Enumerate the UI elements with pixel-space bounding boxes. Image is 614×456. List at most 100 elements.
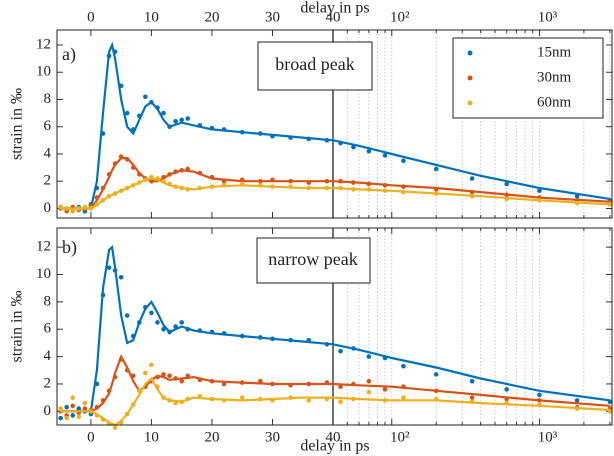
data-point <box>155 105 160 110</box>
plot-frame <box>56 29 613 219</box>
data-point <box>112 268 118 273</box>
data-point <box>82 400 88 406</box>
data-point <box>270 336 275 342</box>
x-tick-label: 10³ <box>538 9 558 25</box>
data-point <box>504 396 509 402</box>
data-point <box>239 395 245 400</box>
data-point <box>112 425 118 431</box>
y-tick-label: 4 <box>44 145 52 161</box>
data-point <box>173 169 178 174</box>
data-point <box>258 178 263 184</box>
data-point <box>537 398 542 403</box>
x-tick-label: 40 <box>326 9 341 25</box>
data-point <box>288 184 293 189</box>
data-point <box>239 333 245 339</box>
data-point <box>197 185 203 191</box>
data-point <box>288 178 293 184</box>
data-point <box>239 380 245 385</box>
data-point <box>288 337 293 343</box>
data-point <box>167 181 172 187</box>
data-point <box>179 117 184 123</box>
data-point <box>239 181 245 187</box>
data-point <box>351 396 356 402</box>
data-point <box>88 409 94 414</box>
data-point <box>537 197 542 203</box>
data-point <box>118 419 124 425</box>
data-point <box>137 388 142 394</box>
data-point <box>94 202 100 207</box>
data-point <box>270 381 275 387</box>
x-axis-label: delay in ps <box>300 0 369 17</box>
data-point <box>382 398 388 403</box>
fit-line <box>60 41 611 210</box>
data-point <box>167 329 172 335</box>
data-point <box>504 192 509 198</box>
data-point <box>239 177 245 183</box>
data-point <box>221 178 227 184</box>
data-point <box>288 395 293 400</box>
data-point <box>64 404 69 410</box>
legend-label: 15nm <box>537 44 572 60</box>
data-point <box>504 400 509 406</box>
data-point <box>351 346 356 351</box>
data-point <box>537 188 542 194</box>
data-point <box>537 402 542 407</box>
data-point <box>209 184 215 189</box>
x-tick-label: 30 <box>265 9 280 25</box>
data-point <box>130 127 136 132</box>
data-point <box>106 193 112 199</box>
y-tick-label: 0 <box>44 403 52 419</box>
y-axis-label: strain in ‰ <box>9 291 26 363</box>
data-point <box>306 337 312 343</box>
data-point <box>118 357 124 362</box>
x-tick-label: 10³ <box>538 429 558 445</box>
data-point <box>130 333 136 339</box>
data-point <box>137 172 142 177</box>
data-point <box>179 185 184 191</box>
data-point <box>149 99 154 105</box>
data-point <box>161 326 166 332</box>
data-point <box>124 411 130 417</box>
data-point <box>209 329 215 335</box>
data-point <box>94 404 100 410</box>
data-point <box>306 381 312 387</box>
data-point <box>118 188 124 194</box>
data-point <box>504 181 509 187</box>
data-point <box>258 183 263 188</box>
data-point <box>155 176 160 181</box>
data-point <box>401 189 406 195</box>
x-tick-label: 30 <box>265 429 280 445</box>
data-point <box>401 384 406 389</box>
data-point <box>221 398 227 403</box>
annotation: a) <box>62 44 76 65</box>
data-point <box>258 378 263 384</box>
data-point <box>149 174 154 180</box>
data-point <box>173 376 178 381</box>
y-tick-label: 6 <box>44 321 52 337</box>
y-tick-label: 12 <box>36 239 51 255</box>
data-point <box>143 94 148 100</box>
data-point <box>100 185 106 191</box>
data-point <box>167 398 172 403</box>
fit-line <box>60 353 610 413</box>
data-point <box>239 129 245 135</box>
data-point <box>338 140 343 146</box>
data-point <box>338 384 343 389</box>
y-tick-label: 10 <box>36 266 51 282</box>
data-point <box>94 381 100 387</box>
data-point <box>155 384 160 389</box>
y-tick-label: 10 <box>36 64 51 80</box>
y-tick-label: 4 <box>44 348 52 364</box>
x-tick-label: 10² <box>390 9 410 25</box>
x-tick-label: 10² <box>390 429 410 445</box>
data-point <box>112 49 118 55</box>
data-point <box>338 185 343 191</box>
data-point <box>112 161 118 166</box>
data-point <box>433 372 439 377</box>
data-point <box>70 403 76 409</box>
data-point <box>382 188 388 194</box>
data-point <box>607 202 613 207</box>
data-point <box>401 158 406 164</box>
x-tick-label: 10 <box>144 429 159 445</box>
data-point <box>185 116 191 121</box>
